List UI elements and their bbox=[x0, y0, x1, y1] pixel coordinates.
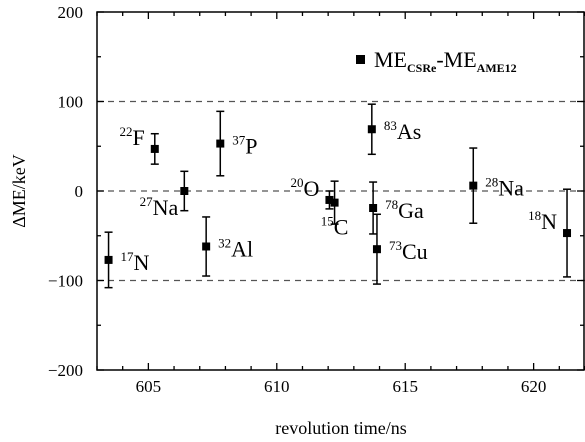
point-label-element: Ga bbox=[398, 198, 424, 223]
point-label-element: Cu bbox=[402, 239, 428, 264]
point-label-mass: 18 bbox=[528, 208, 541, 223]
point-label: 22F bbox=[120, 124, 145, 150]
y-tick-label: 100 bbox=[58, 93, 84, 112]
x-tick-label: 615 bbox=[392, 377, 418, 396]
point-label-mass: 78 bbox=[385, 197, 398, 212]
point-label-mass: 17 bbox=[121, 249, 135, 264]
point-marker bbox=[369, 204, 378, 213]
legend-text-mid: -ME bbox=[436, 47, 476, 72]
data-points: 17N22F27Na32Al37P20O15C83As78Ga73Cu28Na1… bbox=[104, 103, 572, 289]
point-label-element: C bbox=[334, 215, 349, 240]
point-label-mass: 27 bbox=[140, 194, 154, 209]
legend-marker bbox=[356, 55, 365, 64]
point-label-element: N bbox=[541, 209, 557, 234]
point-marker bbox=[325, 195, 334, 204]
point-marker bbox=[367, 125, 376, 134]
point-label-element: N bbox=[134, 250, 150, 275]
point-label: 78Ga bbox=[385, 197, 424, 223]
point-label-element: Na bbox=[498, 176, 524, 201]
point-marker bbox=[330, 198, 339, 207]
point-label-mass: 83 bbox=[384, 118, 397, 133]
point-label: 20O bbox=[291, 175, 320, 201]
point-label: 37P bbox=[232, 133, 257, 159]
data-point-17N: 17N bbox=[104, 231, 150, 289]
y-tick-label: 0 bbox=[75, 182, 84, 201]
point-marker bbox=[469, 181, 478, 190]
data-point-83As: 83As bbox=[367, 103, 421, 156]
data-point-15C: 15C bbox=[321, 180, 349, 240]
point-marker bbox=[202, 242, 211, 251]
point-marker bbox=[180, 187, 189, 195]
x-tick-label: 605 bbox=[136, 377, 162, 396]
point-label: 17N bbox=[121, 249, 150, 275]
point-label-element: Al bbox=[231, 236, 253, 261]
point-label-mass: 73 bbox=[389, 238, 402, 253]
point-marker bbox=[372, 245, 381, 254]
point-label-element: As bbox=[397, 119, 421, 144]
point-label-element: P bbox=[245, 134, 257, 159]
data-point-37P: 37P bbox=[216, 110, 258, 177]
point-label-element: O bbox=[304, 176, 320, 201]
data-point-78Ga: 78Ga bbox=[369, 181, 424, 235]
point-label-element: F bbox=[133, 125, 145, 150]
point-label-mass: 22 bbox=[120, 124, 133, 139]
point-label: 73Cu bbox=[389, 238, 428, 264]
axes: 605 610 615 620 −200 −100 0 100 200 bbox=[48, 3, 585, 396]
point-label-mass: 37 bbox=[232, 133, 246, 148]
data-point-73Cu: 73Cu bbox=[372, 213, 428, 285]
point-marker bbox=[104, 255, 113, 264]
legend-label: MECSRe-MEAME12 bbox=[374, 47, 517, 75]
point-label-mass: 28 bbox=[485, 175, 498, 190]
point-label: 32Al bbox=[218, 235, 253, 261]
y-tick-label: 200 bbox=[58, 3, 84, 22]
y-tick-label: −200 bbox=[48, 361, 83, 380]
x-axis-label: revolution time/ns bbox=[275, 418, 406, 438]
point-label-element: Na bbox=[153, 195, 179, 220]
legend: MECSRe-MEAME12 bbox=[356, 47, 517, 75]
y-axis-label: ΔME/keV bbox=[9, 154, 29, 228]
point-label: 18N bbox=[528, 208, 557, 234]
point-label: 83As bbox=[384, 118, 421, 144]
reference-lines bbox=[97, 100, 585, 282]
data-point-22F: 22F bbox=[120, 124, 159, 165]
legend-sub-2: AME12 bbox=[477, 61, 517, 75]
legend-sub-1: CSRe bbox=[407, 61, 437, 75]
point-marker bbox=[150, 144, 159, 153]
data-point-28Na: 28Na bbox=[469, 147, 524, 224]
point-label-mass: 20 bbox=[291, 175, 304, 190]
data-point-18N: 18N bbox=[528, 188, 572, 278]
y-tick-label: −100 bbox=[48, 272, 83, 291]
point-marker bbox=[216, 139, 225, 148]
point-label: 27Na bbox=[140, 194, 179, 220]
x-tick-label: 620 bbox=[521, 377, 547, 396]
point-label: 15C bbox=[321, 214, 349, 240]
data-point-27Na: 27Na bbox=[140, 170, 189, 220]
x-tick-label: 610 bbox=[264, 377, 290, 396]
data-point-32Al: 32Al bbox=[202, 216, 253, 277]
data-point-20O: 20O bbox=[291, 175, 334, 210]
point-label-mass: 32 bbox=[218, 235, 231, 250]
point-label-mass: 15 bbox=[321, 214, 334, 229]
point-label: 28Na bbox=[485, 175, 524, 201]
point-marker bbox=[563, 229, 572, 238]
legend-text-main: ME bbox=[374, 47, 407, 72]
